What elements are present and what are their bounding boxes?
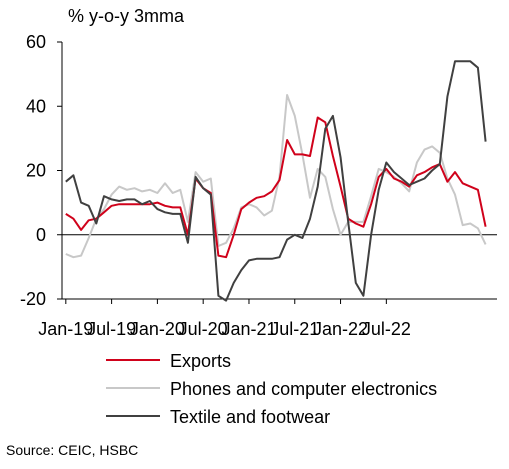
source-note: Source: CEIC, HSBC	[6, 442, 139, 458]
y-tick-label: -20	[20, 289, 46, 309]
series-line-exports	[65, 116, 487, 259]
x-tick-label: Jan-21	[221, 319, 276, 339]
legend-label: Exports	[170, 351, 231, 371]
series-line-phones-and-computer-electronics	[65, 94, 487, 259]
x-tick-label: Jan-20	[130, 319, 185, 339]
legend: Exports Phones and computer electronics Te…	[106, 351, 437, 427]
y-tick-label: 20	[26, 161, 46, 181]
y-axis: -20 0 20 40 60	[20, 32, 63, 309]
series-layer	[65, 60, 487, 302]
legend-label: Phones and computer electronics	[170, 379, 437, 399]
y-tick-label: 0	[36, 225, 46, 245]
series-line-textile-and-footwear	[65, 60, 487, 302]
x-tick-label: Jul-20	[179, 319, 228, 339]
y-tick-label: 40	[26, 96, 46, 116]
x-axis: Jan-19Jul-19Jan-20Jul-20Jan-21Jul-21Jan-…	[38, 298, 497, 339]
legend-label: Textile and footwear	[170, 407, 330, 427]
x-tick-label: Jul-22	[362, 319, 411, 339]
y-axis-title: % y-o-y 3mma	[68, 6, 185, 26]
x-tick-label: Jan-22	[313, 319, 368, 339]
x-tick-label: Jan-19	[38, 319, 93, 339]
x-tick-label: Jul-19	[87, 319, 136, 339]
x-tick-label: Jul-21	[270, 319, 319, 339]
y-tick-label: 60	[26, 32, 46, 52]
